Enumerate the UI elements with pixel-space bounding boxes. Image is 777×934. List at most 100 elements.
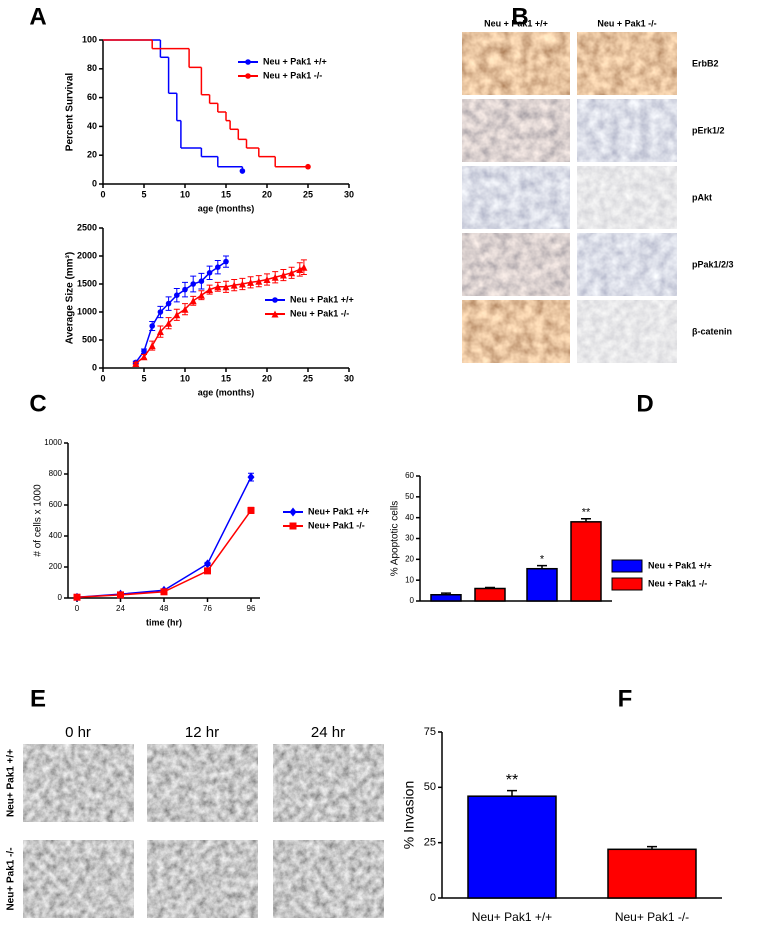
panel-letter: E <box>30 685 46 712</box>
x-tick-label: Neu+ Pak1 -/- <box>615 910 689 924</box>
marker <box>222 283 230 291</box>
x-tick-label: 96 <box>247 604 256 613</box>
y-tick-label: 80 <box>87 63 97 73</box>
x-tick-label: 15 <box>221 189 231 199</box>
line <box>76 476 252 598</box>
ihc-image <box>462 99 570 162</box>
y-tick-label: 40 <box>87 121 97 131</box>
legend-label: Neu + Pak1 -/- <box>648 578 707 588</box>
legend-label: Neu+ Pak1 +/+ <box>308 506 369 516</box>
marker <box>245 59 251 65</box>
marker <box>305 163 311 170</box>
marker <box>206 270 213 276</box>
y-tick-label: 30 <box>405 534 414 543</box>
marker <box>117 591 124 599</box>
marker <box>149 323 155 329</box>
panel-letter: D <box>636 390 653 417</box>
marker <box>148 342 156 350</box>
y-tick-label: 0 <box>92 362 97 372</box>
y-tick-label: 200 <box>49 562 63 571</box>
x-tick-label: 10 <box>180 373 190 383</box>
marker <box>132 360 140 368</box>
x-tick-label: 5 <box>141 189 146 199</box>
column-header: 0 hr <box>65 724 91 741</box>
y-tick-label: 25 <box>424 837 436 849</box>
marker <box>189 297 197 305</box>
y-tick-label: 0 <box>92 178 97 188</box>
marker <box>289 507 297 517</box>
error-bar <box>507 789 517 797</box>
marker <box>165 300 172 307</box>
ihc-image <box>462 300 570 363</box>
y-tick-label: 1000 <box>44 438 62 447</box>
y-tick-label: 20 <box>405 554 414 563</box>
x-tick-label: 20 <box>262 373 272 383</box>
y-axis-label: Average Size (mm³) <box>65 252 76 344</box>
ihc-image <box>462 32 570 95</box>
x-axis-label: age (months) <box>198 203 255 213</box>
significance: ** <box>582 507 591 519</box>
ihc-image <box>462 166 570 229</box>
marker <box>296 265 304 273</box>
ihc-image <box>462 233 570 296</box>
marker <box>230 281 238 289</box>
marker <box>272 297 278 303</box>
marker <box>73 593 81 601</box>
panel-letter: A <box>29 3 46 30</box>
migration-image <box>273 744 384 822</box>
marker <box>279 271 287 279</box>
marker <box>263 276 271 284</box>
row-label: Neu+ Pak1 -/- <box>6 847 17 910</box>
x-tick-label: 10 <box>180 189 190 199</box>
bar <box>526 567 558 602</box>
row-label: ErbB2 <box>692 58 719 68</box>
legend-label: Neu + Pak1 -/- <box>290 308 349 318</box>
legend-label: Neu + Pak1 -/- <box>263 70 322 80</box>
migration-image <box>147 744 258 822</box>
marker <box>214 283 222 291</box>
bar <box>607 848 697 899</box>
y-tick-label: 0 <box>58 593 63 602</box>
bar <box>474 587 506 602</box>
marker <box>173 311 181 319</box>
x-tick-label: 25 <box>303 373 313 383</box>
row-label: β-catenin <box>692 326 732 336</box>
marker <box>300 263 308 271</box>
row-label: pPak1/2/3 <box>692 259 734 269</box>
ihc-image <box>577 233 677 296</box>
y-tick-label: 60 <box>87 92 97 102</box>
marker <box>140 353 148 361</box>
marker <box>223 258 229 265</box>
y-tick-label: 40 <box>405 513 414 522</box>
marker <box>156 328 164 336</box>
marker <box>206 286 214 294</box>
marker <box>165 319 173 327</box>
ihc-image <box>577 300 677 363</box>
marker <box>245 73 251 79</box>
y-tick-label: 2500 <box>77 222 97 232</box>
ihc-image <box>577 32 677 95</box>
column-header: Neu + Pak1 -/- <box>597 18 656 28</box>
migration-image <box>23 840 134 918</box>
migration-image <box>23 744 134 822</box>
y-tick-label: 0 <box>430 892 436 904</box>
marker <box>198 278 205 285</box>
y-tick-label: 500 <box>82 334 97 344</box>
panel-letter: B <box>511 3 528 30</box>
y-axis-label: % Apoptotic cells <box>390 501 401 577</box>
marker <box>239 168 246 174</box>
y-tick-label: 60 <box>405 471 414 480</box>
marker <box>289 522 297 530</box>
x-axis-label: time (hr) <box>146 617 182 627</box>
line <box>135 266 305 365</box>
y-tick-label: 100 <box>82 34 97 44</box>
marker <box>174 292 180 299</box>
legend-label: Neu + Pak1 +/+ <box>648 560 712 570</box>
x-tick-label: 48 <box>160 604 169 613</box>
column-header: Neu + Pak1 +/+ <box>484 18 548 28</box>
x-tick-label: Neu+ Pak1 +/+ <box>472 910 552 924</box>
ihc-image <box>577 166 677 229</box>
migration-image <box>147 840 258 918</box>
